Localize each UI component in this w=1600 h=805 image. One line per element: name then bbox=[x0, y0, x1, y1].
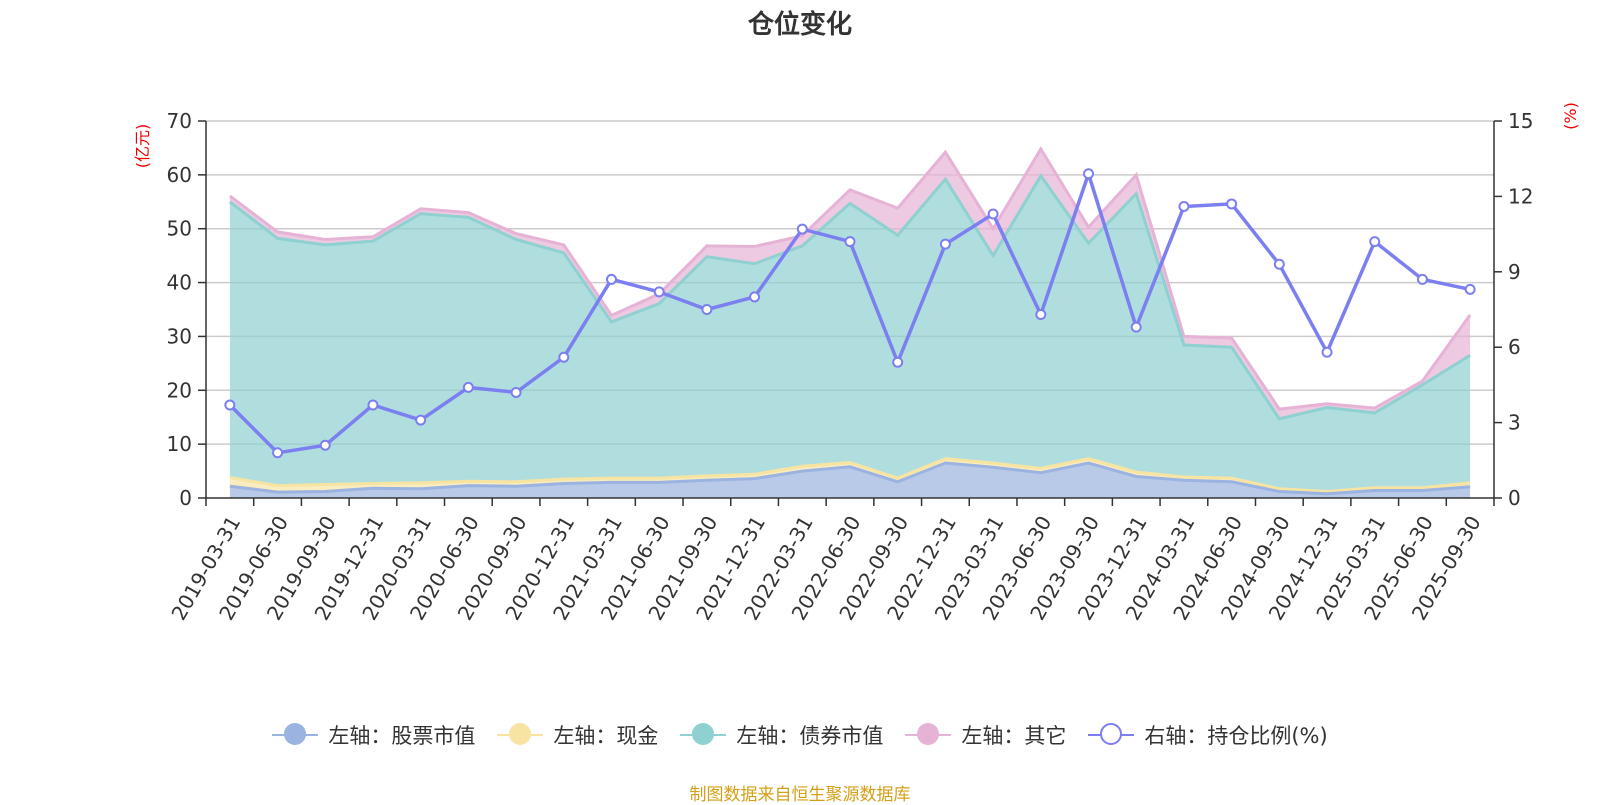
legend-label: 左轴：现金 bbox=[553, 724, 659, 748]
ratio-point bbox=[367, 399, 379, 411]
ratio-point bbox=[1083, 168, 1095, 180]
ratio-point bbox=[1226, 198, 1238, 210]
left-axis-tick-label: 50 bbox=[167, 217, 192, 241]
ratio-point bbox=[605, 273, 617, 285]
ratio-point bbox=[224, 399, 236, 411]
right-axis-tick-label: 9 bbox=[1508, 260, 1521, 284]
legend-symbol-icon bbox=[497, 723, 544, 747]
legend-dot bbox=[917, 723, 940, 745]
area-edge-左轴：股票市值 bbox=[229, 461, 1471, 496]
left-axis-tick-label: 20 bbox=[167, 378, 192, 402]
right-axis-unit: (%) bbox=[1561, 102, 1580, 130]
area-左轴：债券市值 bbox=[229, 175, 1471, 492]
right-axis-tick-label: 0 bbox=[1508, 486, 1521, 510]
chart-title: 仓位变化 bbox=[747, 10, 852, 40]
left-axis-tick-label: 70 bbox=[167, 109, 192, 133]
area-edge-左轴：债券市值 bbox=[228, 173, 1471, 421]
right-axis-tick-label: 6 bbox=[1508, 335, 1521, 359]
ratio-point bbox=[1416, 273, 1428, 285]
area-edge-左轴：其它 bbox=[228, 146, 1472, 411]
position-change-chart: 010203040506070036912152019-03-312019-06… bbox=[133, 102, 1580, 624]
legend-dot bbox=[692, 723, 715, 745]
source-note: 制图数据来自恒生聚源数据库 bbox=[689, 785, 911, 805]
left-axis-tick-label: 10 bbox=[167, 432, 192, 456]
ratio-point bbox=[1321, 346, 1333, 358]
ratio-point bbox=[272, 447, 284, 459]
left-axis-unit: (亿元) bbox=[133, 124, 152, 169]
legend-item[interactable]: 右轴：持仓比例(%) bbox=[1088, 720, 1328, 750]
ratio-point bbox=[701, 304, 713, 315]
right-axis-tick-label: 12 bbox=[1508, 184, 1533, 208]
ratio-point bbox=[749, 291, 761, 303]
legend-item[interactable]: 左轴：现金 bbox=[497, 720, 658, 750]
ratio-point bbox=[462, 381, 474, 393]
ratio-point bbox=[415, 414, 427, 426]
ratio-point bbox=[558, 351, 570, 363]
right-axis-tick-label: 3 bbox=[1508, 411, 1521, 435]
ratio-point bbox=[1130, 321, 1142, 333]
legend-item[interactable]: 左轴：其它 bbox=[905, 720, 1066, 750]
ratio-point bbox=[653, 286, 665, 298]
ratio-point bbox=[796, 223, 808, 235]
ratio-point bbox=[892, 356, 904, 368]
ratio-point bbox=[844, 236, 856, 248]
ratio-point bbox=[1273, 258, 1285, 270]
ratio-point bbox=[1178, 200, 1190, 212]
legend-item[interactable]: 左轴：股票市值 bbox=[272, 720, 475, 750]
legend-label: 左轴：股票市值 bbox=[328, 724, 476, 748]
right-axis-tick-label: 15 bbox=[1508, 109, 1533, 133]
left-axis-tick-label: 0 bbox=[179, 486, 192, 510]
legend-dot bbox=[284, 723, 307, 745]
legend-symbol-icon bbox=[1088, 723, 1135, 747]
area-左轴：股票市值 bbox=[229, 463, 1471, 498]
ratio-point bbox=[510, 386, 522, 398]
legend-item[interactable]: 左轴：债券市值 bbox=[680, 720, 883, 750]
ratio-point bbox=[1035, 309, 1047, 321]
ratio-point bbox=[319, 439, 331, 451]
ratio-point bbox=[987, 208, 999, 220]
left-axis-tick-label: 60 bbox=[167, 163, 192, 187]
ratio-point bbox=[1369, 236, 1381, 248]
legend-label: 左轴：债券市值 bbox=[736, 724, 884, 748]
stacked-areas bbox=[228, 146, 1472, 498]
legend-dot bbox=[509, 723, 532, 745]
left-axis-tick-label: 40 bbox=[167, 271, 192, 295]
ratio-line bbox=[224, 168, 1476, 459]
legend-symbol-icon bbox=[905, 723, 952, 747]
area-edge-左轴：现金 bbox=[229, 457, 1471, 494]
ratio-point bbox=[1464, 283, 1476, 295]
left-axis-tick-label: 30 bbox=[167, 324, 192, 348]
legend: 左轴：股票市值 左轴：现金 左轴：债券市值 左轴：其它 右轴：持仓比例(%) bbox=[0, 720, 1600, 750]
legend-symbol-icon bbox=[272, 723, 319, 747]
legend-label: 右轴：持仓比例(%) bbox=[1144, 724, 1328, 748]
legend-label: 左轴：其它 bbox=[961, 724, 1067, 748]
legend-symbol-icon bbox=[680, 723, 727, 747]
ratio-point bbox=[939, 238, 951, 250]
legend-dot bbox=[1100, 723, 1123, 745]
